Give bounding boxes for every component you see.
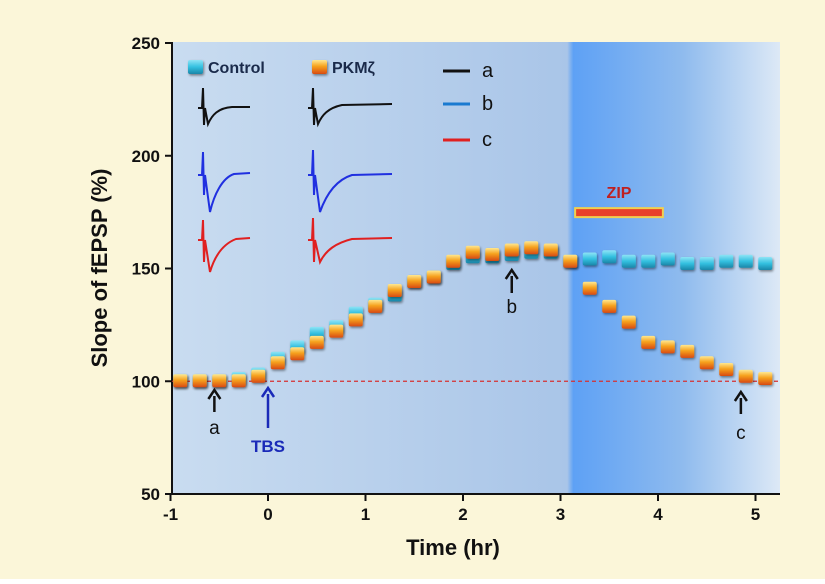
arrow-a-arrow-head — [207, 387, 222, 400]
trace-control-c — [198, 219, 251, 273]
x-tick-label: 0 — [263, 505, 272, 524]
pkm-point — [368, 299, 383, 313]
x-tick-label: 4 — [653, 505, 663, 524]
pkm-point — [407, 275, 422, 289]
trace-pkm-b — [308, 149, 393, 213]
trace-pkm-c — [308, 217, 393, 265]
legend-trace-c-label: c — [482, 129, 492, 151]
plot-background — [172, 42, 780, 494]
control-point — [758, 256, 773, 270]
control-point — [641, 254, 656, 268]
y-tick-label: 150 — [132, 260, 160, 279]
x-axis-label: Time (hr) — [406, 535, 500, 560]
trace-control-b — [198, 151, 251, 213]
y-axis-label: Slope of fEPSP (%) — [87, 169, 112, 368]
x-tick-label: -1 — [163, 505, 178, 524]
pkm-point — [563, 254, 578, 268]
control-point — [738, 254, 753, 268]
arrow-a-label: a — [209, 418, 220, 439]
y-tick-label: 50 — [141, 485, 160, 504]
pkm-point — [290, 347, 305, 361]
pkm-point — [426, 270, 441, 284]
pkm-point — [719, 362, 734, 376]
legend-control-label: Control — [208, 60, 265, 77]
axes: 50 100 150 200 250 -1 0 1 2 3 4 5 — [132, 34, 780, 524]
series-pkm-points — [173, 241, 773, 388]
x-tick-label: 1 — [361, 505, 370, 524]
trace-control-a — [198, 87, 250, 128]
arrow-b-arrow-head — [504, 267, 519, 280]
pkm-point — [173, 374, 188, 388]
arrow-b-label: b — [506, 297, 517, 318]
traces-control — [198, 87, 251, 273]
pkm-point — [329, 324, 344, 338]
pkm-point — [582, 281, 597, 295]
pkm-point — [621, 315, 636, 329]
pkm-point — [309, 335, 324, 349]
control-point — [719, 254, 734, 268]
pkm-point — [251, 369, 266, 383]
x-tick-label: 2 — [458, 505, 467, 524]
pkm-point — [446, 254, 461, 268]
arrow-tbs-label: TBS — [251, 437, 285, 456]
pkm-point — [504, 243, 519, 257]
pkm-point — [485, 247, 500, 261]
pkm-point — [387, 284, 402, 298]
pkm-point — [660, 340, 675, 354]
x-tick-label: 5 — [751, 505, 760, 524]
control-point — [582, 252, 597, 266]
pkm-point — [602, 299, 617, 313]
y-tick-label: 250 — [132, 34, 160, 53]
control-point — [621, 254, 636, 268]
pkm-point — [641, 335, 656, 349]
control-point — [699, 256, 714, 270]
legend: Control PKMζ a b c — [188, 60, 494, 151]
trace-insets — [198, 87, 393, 273]
zip-bar — [574, 207, 664, 219]
arrow-c-label: c — [736, 423, 746, 444]
legend-pkm-marker — [312, 60, 327, 74]
pkm-point — [738, 369, 753, 383]
legend-control-marker — [188, 60, 203, 74]
legend-pkm-label: PKMζ — [332, 60, 376, 77]
pkm-point — [270, 356, 285, 370]
pkm-point — [465, 245, 480, 259]
control-point — [680, 256, 695, 270]
arrow-tbs-arrow-head — [260, 385, 276, 398]
zip-annotation: ZIP — [574, 185, 664, 219]
pkm-point — [543, 243, 558, 257]
x-tick-label: 3 — [556, 505, 565, 524]
arrow-c-arrow-head — [733, 389, 748, 402]
y-tick-label: 100 — [132, 372, 160, 391]
y-tick-label: 200 — [132, 147, 160, 166]
pkm-point — [231, 374, 246, 388]
control-point — [602, 250, 617, 264]
legend-trace-b-label: b — [482, 93, 493, 115]
pkm-point — [758, 371, 773, 385]
legend-trace-a-label: a — [482, 60, 494, 82]
zip-label: ZIP — [607, 185, 632, 202]
pkm-point — [524, 241, 539, 255]
pkm-point — [699, 356, 714, 370]
event-arrows: a TBS b c — [207, 267, 748, 456]
pkm-point — [348, 313, 363, 327]
trace-pkm-a — [308, 87, 393, 128]
pkm-point — [192, 374, 207, 388]
traces-pkm — [308, 87, 393, 265]
control-point — [660, 252, 675, 266]
pkm-point — [212, 374, 227, 388]
pkm-point — [680, 344, 695, 358]
